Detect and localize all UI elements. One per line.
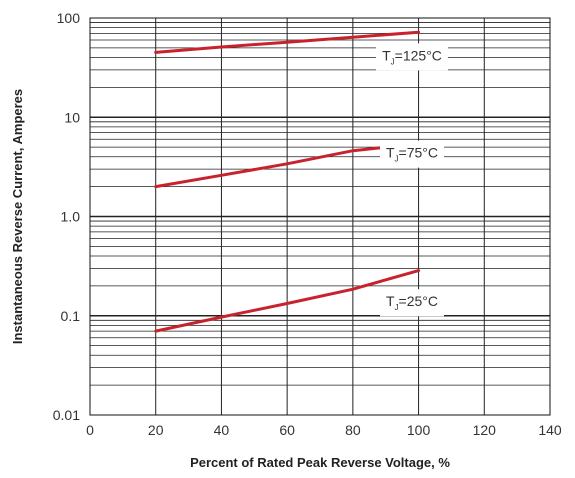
annotation-sub: J <box>395 303 399 312</box>
x-tick-label: 40 <box>214 422 230 438</box>
annotation-rest: =125°C <box>395 47 442 63</box>
y-tick-label: 10 <box>64 109 80 125</box>
x-tick-label: 120 <box>473 422 497 438</box>
annotation-sub: J <box>395 155 399 164</box>
annotation-text: TJ=75°C <box>386 145 438 164</box>
annotations: TJ=125°CTJ=75°CTJ=25°C <box>376 43 448 317</box>
y-axis-label: Instantaneous Reverse Current, Amperes <box>10 89 25 344</box>
plot-frame <box>89 17 551 416</box>
series <box>154 30 421 333</box>
x-tick-label: 140 <box>538 422 562 438</box>
x-tick-labels: 0 20 40 60 80 100 120 140 <box>86 422 562 438</box>
annotation-3: TJ=25°C <box>379 289 445 317</box>
x-tick-label: 0 <box>86 422 94 438</box>
annotation-rest: =25°C <box>399 293 438 309</box>
y-tick-label: 100 <box>57 10 81 26</box>
annotation-sub: J <box>391 57 395 66</box>
series-line-2 <box>154 142 421 189</box>
y-tick-label: 0.01 <box>53 407 80 423</box>
annotation-background <box>376 43 448 71</box>
y-tick-label: 0.1 <box>61 308 81 324</box>
annotation-main: T <box>386 145 395 161</box>
x-tick-label: 20 <box>148 422 164 438</box>
series-line-1 <box>154 30 421 54</box>
annotation-main: T <box>382 47 391 63</box>
annotation-2: TJ=75°C <box>379 140 445 168</box>
annotation-text: TJ=125°C <box>382 47 442 66</box>
annotation-rest: =75°C <box>399 145 438 161</box>
annotation-1: TJ=125°C <box>376 43 448 71</box>
x-tick-label: 80 <box>345 422 361 438</box>
x-tick-label: 60 <box>279 422 295 438</box>
series-line-3 <box>154 269 421 333</box>
y-tick-labels: 0.01 0.1 1.0 10 100 <box>53 10 80 423</box>
x-tick-label: 100 <box>407 422 431 438</box>
annotation-background <box>379 289 445 317</box>
x-axis-label: Percent of Rated Peak Reverse Voltage, % <box>190 455 450 470</box>
grid <box>90 18 550 415</box>
y-tick-label: 1.0 <box>61 209 81 225</box>
annotation-background <box>379 140 445 168</box>
annotation-text: TJ=25°C <box>386 293 438 312</box>
annotation-main: T <box>386 293 395 309</box>
